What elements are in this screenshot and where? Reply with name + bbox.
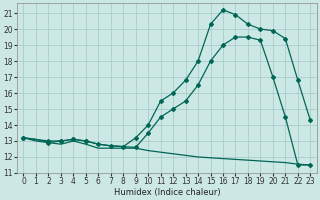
X-axis label: Humidex (Indice chaleur): Humidex (Indice chaleur) [114,188,220,197]
